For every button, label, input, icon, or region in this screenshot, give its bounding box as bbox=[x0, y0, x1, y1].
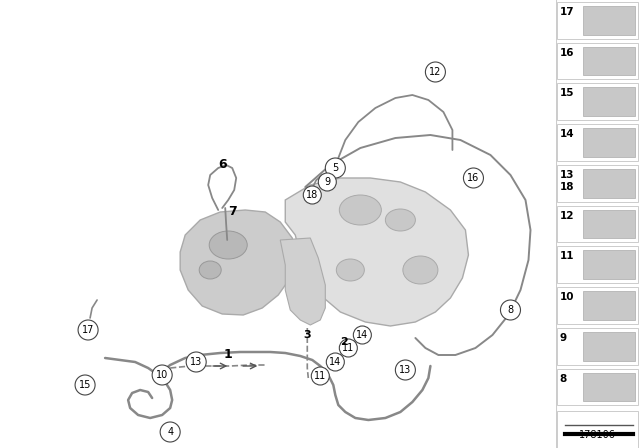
Circle shape bbox=[463, 168, 483, 188]
FancyBboxPatch shape bbox=[557, 246, 638, 283]
Text: 4: 4 bbox=[167, 427, 173, 437]
Circle shape bbox=[339, 339, 357, 357]
FancyBboxPatch shape bbox=[583, 128, 635, 157]
Text: 1: 1 bbox=[223, 348, 232, 361]
FancyBboxPatch shape bbox=[557, 43, 638, 79]
Circle shape bbox=[396, 360, 415, 380]
Circle shape bbox=[303, 186, 321, 204]
Circle shape bbox=[152, 365, 172, 385]
Text: 7: 7 bbox=[228, 205, 237, 218]
FancyBboxPatch shape bbox=[557, 411, 638, 448]
FancyBboxPatch shape bbox=[557, 369, 638, 405]
FancyBboxPatch shape bbox=[557, 287, 638, 324]
Text: 8: 8 bbox=[508, 305, 513, 315]
Polygon shape bbox=[280, 238, 325, 325]
Text: 15: 15 bbox=[79, 380, 92, 390]
Text: 14: 14 bbox=[329, 357, 341, 367]
Text: 11: 11 bbox=[342, 343, 355, 353]
Text: 10: 10 bbox=[559, 292, 574, 302]
Text: 2: 2 bbox=[340, 337, 348, 347]
FancyBboxPatch shape bbox=[583, 169, 635, 198]
Text: 11: 11 bbox=[559, 251, 574, 261]
Circle shape bbox=[75, 375, 95, 395]
Text: 14: 14 bbox=[356, 330, 369, 340]
Text: 16: 16 bbox=[467, 173, 479, 183]
FancyBboxPatch shape bbox=[557, 83, 638, 120]
Ellipse shape bbox=[385, 209, 415, 231]
Circle shape bbox=[318, 173, 336, 191]
Text: 13: 13 bbox=[190, 357, 202, 367]
Circle shape bbox=[186, 352, 206, 372]
Text: 12: 12 bbox=[429, 67, 442, 77]
Text: 11: 11 bbox=[314, 371, 326, 381]
Ellipse shape bbox=[209, 231, 247, 259]
Text: 6: 6 bbox=[218, 158, 227, 171]
FancyBboxPatch shape bbox=[583, 373, 635, 401]
Text: 9: 9 bbox=[324, 177, 330, 187]
Ellipse shape bbox=[339, 195, 381, 225]
Text: 16: 16 bbox=[559, 48, 574, 58]
Circle shape bbox=[326, 353, 344, 371]
Text: 13: 13 bbox=[399, 365, 412, 375]
Circle shape bbox=[311, 367, 330, 385]
Circle shape bbox=[78, 320, 98, 340]
FancyBboxPatch shape bbox=[583, 6, 635, 35]
FancyBboxPatch shape bbox=[583, 47, 635, 75]
Circle shape bbox=[325, 158, 346, 178]
Text: 12: 12 bbox=[559, 211, 574, 220]
Text: 17: 17 bbox=[559, 7, 574, 17]
Ellipse shape bbox=[199, 261, 221, 279]
FancyBboxPatch shape bbox=[583, 210, 635, 238]
FancyBboxPatch shape bbox=[583, 291, 635, 320]
Text: 15: 15 bbox=[559, 88, 574, 99]
Text: 18: 18 bbox=[306, 190, 319, 200]
Ellipse shape bbox=[403, 256, 438, 284]
Circle shape bbox=[353, 326, 371, 344]
Text: 178106: 178106 bbox=[579, 430, 616, 440]
FancyBboxPatch shape bbox=[557, 165, 638, 202]
Text: 3: 3 bbox=[303, 330, 311, 340]
Text: 9: 9 bbox=[559, 333, 566, 343]
Circle shape bbox=[426, 62, 445, 82]
Circle shape bbox=[160, 422, 180, 442]
FancyBboxPatch shape bbox=[557, 206, 638, 242]
Circle shape bbox=[500, 300, 520, 320]
Text: 17: 17 bbox=[82, 325, 94, 335]
Text: 5: 5 bbox=[332, 163, 339, 173]
Polygon shape bbox=[285, 178, 468, 326]
FancyBboxPatch shape bbox=[583, 332, 635, 361]
Text: 13
18: 13 18 bbox=[559, 170, 574, 191]
FancyBboxPatch shape bbox=[557, 2, 638, 39]
Text: 10: 10 bbox=[156, 370, 168, 380]
FancyBboxPatch shape bbox=[583, 87, 635, 116]
FancyBboxPatch shape bbox=[557, 124, 638, 161]
FancyBboxPatch shape bbox=[557, 328, 638, 365]
Ellipse shape bbox=[336, 259, 364, 281]
Polygon shape bbox=[180, 210, 295, 315]
FancyBboxPatch shape bbox=[583, 250, 635, 279]
Text: 8: 8 bbox=[559, 374, 567, 383]
Text: 14: 14 bbox=[559, 129, 574, 139]
